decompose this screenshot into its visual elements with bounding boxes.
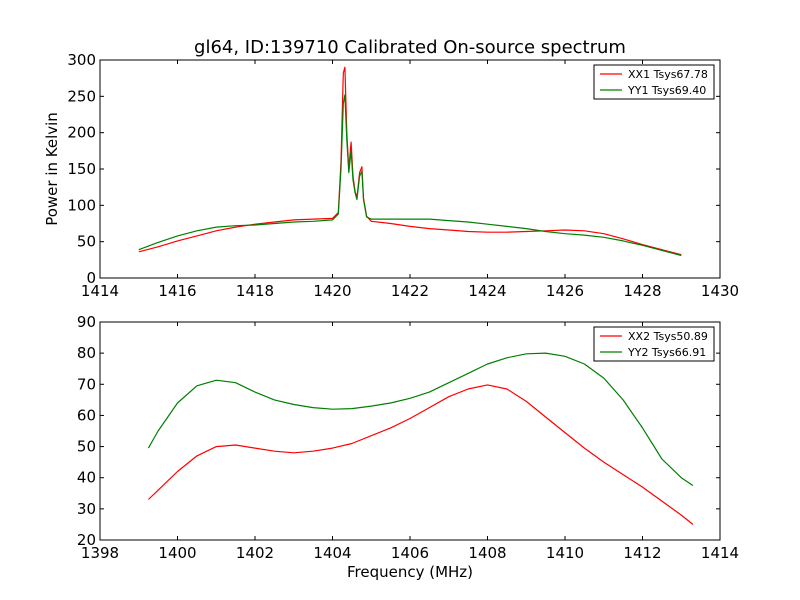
bottom-series-lines: [147, 352, 694, 525]
top-xtick-label: 1424: [468, 282, 506, 300]
bottom-xtick-label: 1398: [81, 544, 119, 562]
top-legend-box: [593, 64, 715, 100]
top-xtick-label: 1418: [236, 282, 274, 300]
bottom-chart-xlabel: Frequency (MHz): [347, 563, 473, 581]
top-xtick-label: 1430: [701, 282, 739, 300]
top-legend: XX1 Tsys67.78 YY1 Tsys69.40: [593, 64, 715, 100]
bottom-series-line-yy2: [147, 352, 694, 486]
bottom-ytick-label: 20: [77, 531, 96, 549]
bottom-series-line-xx2: [147, 384, 694, 525]
bottom-legend-label-xx2: XX2 Tsys50.89: [628, 330, 708, 343]
bottom-xtick-label: 1412: [623, 544, 661, 562]
top-ytick-label: 300: [67, 51, 96, 69]
top-ytick-label: 50: [77, 233, 96, 251]
top-xtick-label: 1422: [391, 282, 429, 300]
top-ytick-label: 0: [86, 269, 96, 287]
top-legend-label-xx1: XX1 Tsys67.78: [628, 68, 708, 81]
top-subplot: gl64, ID:139710 Calibrated On-source spe…: [43, 37, 739, 300]
bottom-ytick-label: 80: [77, 344, 96, 362]
bottom-xtick-label: 1406: [391, 544, 429, 562]
top-ytick-label: 150: [67, 160, 96, 178]
bottom-xtick-label: 1404: [313, 544, 351, 562]
top-xtick-label: 1426: [546, 282, 584, 300]
bottom-ytick-label: 90: [77, 313, 96, 331]
bottom-ytick-label: 30: [77, 500, 96, 518]
bottom-ytick-label: 40: [77, 469, 96, 487]
bottom-xtick-label: 1410: [546, 544, 584, 562]
top-xtick-label: 1414: [81, 282, 119, 300]
bottom-xtick-label: 1408: [468, 544, 506, 562]
bottom-subplot: 1398 1400 1402 1404 1406 1408 1410 1412 1414 20 30…: [77, 313, 739, 581]
top-xtick-label: 1428: [623, 282, 661, 300]
top-axis-ticks: 1414 1416 1418 1420 1422 1424 1426 1428 1430 0 50 1…: [67, 51, 739, 300]
top-ytick-label: 200: [67, 124, 96, 142]
top-plot-frame: [99, 59, 721, 279]
bottom-legend: XX2 Tsys50.89 YY2 Tsys66.91: [593, 326, 715, 362]
top-ytick-label: 250: [67, 87, 96, 105]
bottom-legend-label-yy2: YY2 Tsys66.91: [627, 346, 706, 359]
top-legend-label-yy1: YY1 Tsys69.40: [627, 84, 706, 97]
bottom-xtick-label: 1402: [236, 544, 274, 562]
top-chart-title: gl64, ID:139710 Calibrated On-source spe…: [194, 37, 626, 58]
bottom-xtick-label: 1414: [701, 544, 739, 562]
bottom-plot-frame: [99, 321, 721, 541]
top-series-lines: [138, 66, 682, 257]
top-chart-ylabel: Power in Kelvin: [43, 112, 61, 226]
bottom-axis-ticks: 1398 1400 1402 1404 1406 1408 1410 1412 1414 20 30…: [77, 313, 739, 562]
bottom-ytick-label: 60: [77, 406, 96, 424]
bottom-ytick-label: 50: [77, 438, 96, 456]
bottom-legend-box: [593, 326, 715, 362]
top-ytick-label: 100: [67, 196, 96, 214]
top-series-line-yy1: [138, 94, 682, 257]
bottom-ytick-label: 70: [77, 375, 96, 393]
bottom-xtick-label: 1400: [158, 544, 196, 562]
top-xtick-label: 1420: [313, 282, 351, 300]
top-xtick-label: 1416: [158, 282, 196, 300]
